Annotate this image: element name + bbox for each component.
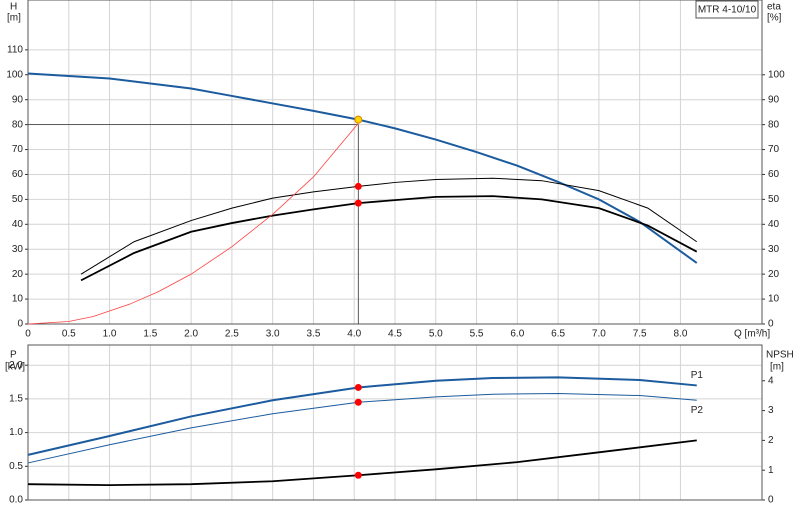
y2-tick-label: 0: [768, 319, 774, 330]
operating-point: [354, 115, 363, 124]
x-tick-label: 1.0: [103, 329, 117, 340]
y-tick-label: 80: [12, 119, 24, 130]
y-tick-label: 70: [12, 144, 24, 155]
y-tick-label: 0.5: [9, 461, 23, 472]
title-box: [695, 0, 759, 19]
x-tick-label: 2.5: [225, 329, 239, 340]
y2-tick-label: 10: [768, 294, 780, 305]
y-tick-label: 1.5: [9, 394, 23, 405]
x-tick-label: 3.0: [266, 329, 280, 340]
y-tick-label: 0: [17, 319, 23, 330]
y2-tick-label: 80: [768, 119, 780, 130]
plot-frame: [27, 344, 763, 501]
y2-tick-label: 1: [768, 465, 774, 476]
y-axis-label: H: [10, 2, 17, 13]
y2-tick-label: 60: [768, 169, 780, 180]
x-tick-label: 3.5: [306, 329, 320, 340]
y-tick-label: 0.0: [9, 495, 23, 506]
y-axis-label: P: [10, 350, 17, 361]
y2-tick-label: 40: [768, 219, 780, 230]
x-tick-label: 6.5: [551, 329, 565, 340]
y-tick-label: 10: [12, 294, 24, 305]
operating-point: [354, 471, 362, 479]
operating-point: [354, 182, 362, 190]
x-tick-label: 4.0: [347, 329, 361, 340]
x-tick-label: 8.0: [673, 329, 687, 340]
y-tick-label: 60: [12, 169, 24, 180]
y-tick-label: 20: [12, 269, 24, 280]
operating-point: [354, 398, 362, 406]
curve: [80, 195, 698, 282]
y2-tick-label: 70: [768, 144, 780, 155]
y2-axis-unit: [%]: [767, 13, 782, 24]
y2-tick-label: 0: [768, 495, 774, 506]
curve: [27, 393, 697, 464]
y2-tick-label: 4: [768, 375, 774, 386]
y-axis-unit: [kW]: [5, 362, 25, 373]
y-tick-label: 40: [12, 219, 24, 230]
curve: [27, 439, 697, 486]
y2-tick-label: 2: [768, 435, 774, 446]
operating-point: [354, 383, 362, 391]
y2-tick-label: 50: [768, 194, 780, 205]
chart-title: MTR 4-10/10: [698, 5, 757, 16]
x-tick-label: 1.5: [143, 329, 157, 340]
y-tick-label: 2.0: [9, 360, 23, 371]
x-axis-label: Q [m³/h]: [734, 329, 770, 340]
y2-tick-label: 30: [768, 244, 780, 255]
y2-tick-label: 3: [768, 405, 774, 416]
plot-frame: [27, 0, 763, 325]
curve: [27, 376, 697, 456]
y-tick-label: 90: [12, 94, 24, 105]
x-tick-label: 5.0: [429, 329, 443, 340]
curve-label: P1: [691, 370, 704, 381]
y-tick-label: 100: [6, 69, 23, 80]
curve: [80, 177, 698, 275]
curve: [27, 72, 698, 264]
y-axis-unit: [m]: [7, 13, 21, 24]
x-tick-label: 7.5: [633, 329, 647, 340]
operating-point: [354, 199, 362, 207]
y2-tick-label: 20: [768, 269, 780, 280]
y2-tick-label: 100: [768, 69, 785, 80]
curve: [27, 123, 359, 325]
x-tick-label: 5.5: [470, 329, 484, 340]
x-tick-label: 7.0: [592, 329, 606, 340]
curve-label: P2: [691, 405, 704, 416]
x-tick-label: 6.0: [510, 329, 524, 340]
x-tick-label: 0.5: [62, 329, 76, 340]
x-tick-label: 4.5: [388, 329, 402, 340]
y2-axis-unit: [m]: [770, 362, 784, 373]
y2-axis-label: NPSH: [766, 350, 794, 361]
x-tick-label: 0: [25, 329, 31, 340]
y-tick-label: 110: [7, 44, 23, 55]
y-tick-label: 1.0: [9, 427, 23, 438]
y-tick-label: 50: [12, 194, 24, 205]
y2-tick-label: 90: [768, 94, 780, 105]
x-tick-label: 2.0: [184, 329, 198, 340]
y-tick-label: 30: [12, 244, 24, 255]
y2-axis-label: eta: [767, 2, 781, 13]
